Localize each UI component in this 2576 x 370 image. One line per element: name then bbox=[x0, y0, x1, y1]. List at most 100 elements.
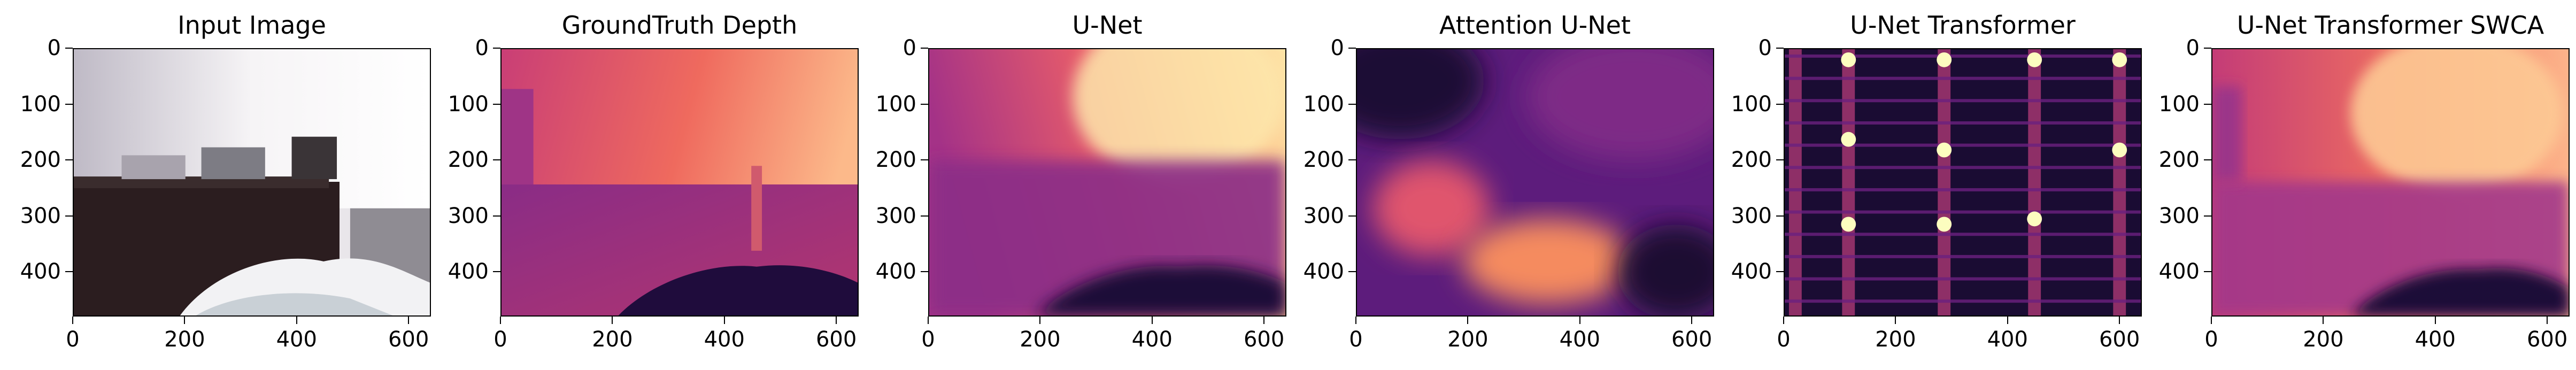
trans-stripe bbox=[2113, 49, 2126, 315]
x-tick-mark bbox=[1355, 317, 1356, 324]
x-tick-mark bbox=[184, 317, 186, 324]
image-canvas bbox=[929, 49, 1285, 315]
image-axes bbox=[73, 48, 431, 317]
y-tick-label: 300 bbox=[1731, 203, 1772, 228]
depth-bed bbox=[618, 265, 858, 315]
image-clutter bbox=[201, 147, 265, 180]
x-tick-mark bbox=[1039, 317, 1041, 324]
y-tick-mark bbox=[65, 271, 73, 273]
y-tick-mark bbox=[1348, 48, 1356, 49]
trans-row-stripe bbox=[1785, 188, 2141, 191]
image-canvas bbox=[1357, 49, 1713, 315]
y-tick-label: 200 bbox=[1731, 148, 1772, 173]
y-tick-label: 300 bbox=[1303, 203, 1344, 228]
y-tick-mark bbox=[2204, 103, 2211, 105]
y-tick-mark bbox=[1348, 215, 1356, 217]
x-tick-label: 200 bbox=[2303, 327, 2344, 352]
y-tick-label: 400 bbox=[1303, 259, 1344, 284]
x-tick-label: 400 bbox=[1131, 327, 1173, 352]
y-tick-mark bbox=[2204, 159, 2211, 161]
y-tick-mark bbox=[1348, 271, 1356, 273]
x-tick-label: 600 bbox=[1671, 327, 1713, 352]
trans-row-stripe bbox=[1785, 233, 2141, 236]
trans-background bbox=[1785, 49, 2141, 315]
x-tick-mark bbox=[928, 317, 929, 324]
x-tick-label: 0 bbox=[2204, 327, 2218, 352]
y-tick-label: 0 bbox=[2186, 36, 2200, 60]
y-tick-mark bbox=[65, 103, 73, 105]
image-clutter-2 bbox=[121, 155, 186, 180]
unet-highlight bbox=[1073, 49, 1285, 182]
x-tick-mark bbox=[500, 317, 501, 324]
trans-row-stripe bbox=[1785, 210, 2141, 214]
y-tick-mark bbox=[1776, 103, 1784, 105]
y-tick-mark bbox=[921, 159, 928, 161]
x-tick-label: 400 bbox=[276, 327, 317, 352]
x-tick-mark bbox=[1151, 317, 1153, 324]
x-tick-label: 600 bbox=[815, 327, 857, 352]
x-tick-label: 200 bbox=[592, 327, 633, 352]
trans-hotspot bbox=[1841, 52, 1856, 67]
y-tick-label: 100 bbox=[875, 91, 916, 117]
trans-hotspot bbox=[2027, 211, 2042, 227]
y-tick-label: 400 bbox=[1731, 259, 1772, 284]
x-tick-mark bbox=[2434, 317, 2436, 324]
x-tick-mark bbox=[1691, 317, 1693, 324]
y-tick-mark bbox=[1348, 159, 1356, 161]
image-canvas bbox=[502, 49, 858, 315]
x-tick-mark bbox=[836, 317, 837, 324]
x-tick-mark bbox=[2323, 317, 2324, 324]
y-tick-label: 200 bbox=[2158, 148, 2200, 173]
y-tick-label: 400 bbox=[448, 259, 489, 284]
y-tick-mark bbox=[921, 48, 928, 49]
trans-row-stripe bbox=[1785, 121, 2141, 125]
x-tick-label: 400 bbox=[1987, 327, 2028, 352]
x-tick-mark bbox=[1467, 317, 1469, 324]
y-tick-label: 100 bbox=[1731, 91, 1772, 117]
depth-shelf bbox=[502, 89, 534, 184]
y-tick-mark bbox=[1776, 159, 1784, 161]
y-tick-mark bbox=[1776, 48, 1784, 49]
y-tick-label: 0 bbox=[903, 36, 916, 60]
image-canvas bbox=[2212, 49, 2569, 315]
x-tick-mark bbox=[2547, 317, 2548, 324]
y-tick-mark bbox=[2204, 271, 2211, 273]
trans-row-stripe bbox=[1785, 166, 2141, 169]
x-tick-label: 600 bbox=[388, 327, 429, 352]
y-tick-mark bbox=[65, 159, 73, 161]
y-tick-label: 0 bbox=[1330, 36, 1344, 60]
y-tick-label: 300 bbox=[20, 203, 61, 228]
swca-bed bbox=[2350, 268, 2569, 315]
y-tick-mark bbox=[2204, 215, 2211, 217]
x-tick-mark bbox=[1783, 317, 1784, 324]
y-tick-mark bbox=[1348, 103, 1356, 105]
image-axes bbox=[1356, 48, 1714, 317]
attn-dark-corner bbox=[1357, 49, 1485, 140]
attn-center-glow bbox=[1463, 219, 1633, 304]
panel-title: U-Net Transformer bbox=[1850, 11, 2076, 40]
trans-row-stripe bbox=[1785, 143, 2141, 147]
x-tick-label: 200 bbox=[1875, 327, 1916, 352]
trans-hotspot bbox=[2027, 52, 2042, 67]
x-tick-label: 200 bbox=[164, 327, 205, 352]
x-tick-label: 600 bbox=[2526, 327, 2568, 352]
image-monitor bbox=[291, 136, 337, 180]
x-tick-mark bbox=[723, 317, 725, 324]
panel-title: Input Image bbox=[178, 11, 326, 40]
swca-highlight bbox=[2350, 49, 2563, 192]
panel-title: Attention U-Net bbox=[1439, 11, 1631, 40]
y-tick-mark bbox=[493, 48, 500, 49]
trans-hotspot bbox=[2112, 52, 2127, 67]
panel-title: U-Net Transformer SWCA bbox=[2236, 11, 2544, 40]
y-tick-label: 400 bbox=[20, 259, 61, 284]
panel-title: U-Net bbox=[1072, 11, 1143, 40]
trans-row-stripe bbox=[1785, 277, 2141, 281]
y-tick-mark bbox=[65, 215, 73, 217]
unet-bed bbox=[1035, 265, 1285, 315]
y-tick-label: 0 bbox=[1758, 36, 1772, 60]
panel-title: GroundTruth Depth bbox=[561, 11, 798, 40]
trans-stripe bbox=[1938, 49, 1951, 315]
y-tick-mark bbox=[1776, 215, 1784, 217]
x-tick-mark bbox=[1895, 317, 1896, 324]
